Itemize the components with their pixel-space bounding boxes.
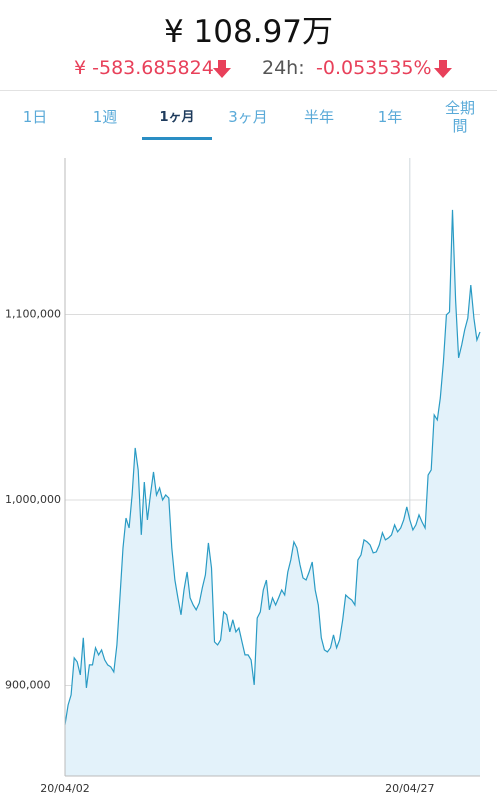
- tab[interactable]: 3ヶ月: [228, 108, 268, 126]
- tab[interactable]: 1ヶ月: [159, 110, 195, 125]
- x-tick-label: 20/04/27: [385, 782, 434, 795]
- y-tick-label: 1,100,000: [5, 308, 61, 321]
- x-tick-label: 20/04/02: [40, 782, 89, 795]
- tab[interactable]: 半年: [303, 108, 335, 126]
- tab-underline: [142, 137, 212, 140]
- tab[interactable]: 1日: [22, 108, 48, 126]
- tab[interactable]: 1週: [92, 108, 118, 126]
- area: [65, 209, 480, 776]
- price: ¥ 108.97万: [163, 14, 334, 50]
- divider: [0, 90, 497, 91]
- y-tick-label: 1,000,000: [5, 493, 61, 506]
- tab[interactable]: 1年: [377, 108, 403, 126]
- line: [64, 209, 481, 725]
- change-label: 24h:: [262, 57, 305, 79]
- change-pct: -0.053535%: [316, 57, 432, 79]
- tab[interactable]: 全期間: [444, 99, 475, 135]
- y-tick-label: 900,000: [5, 678, 51, 691]
- change: ¥ -583.685824: [74, 57, 214, 79]
